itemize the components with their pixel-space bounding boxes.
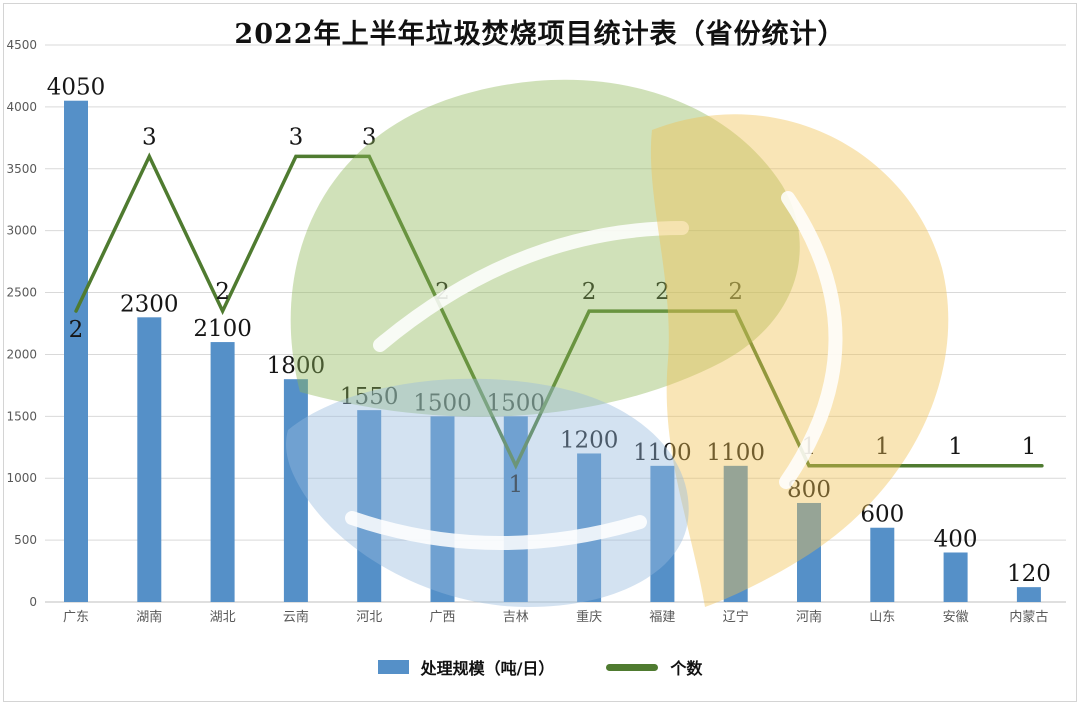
bar-value-山东: 600 xyxy=(860,502,904,528)
x-label-广东: 广东 xyxy=(63,610,89,625)
x-label-辽宁: 辽宁 xyxy=(723,609,749,625)
bar-山东 xyxy=(870,527,895,602)
legend: 处理规模（吨/日） 个数 xyxy=(0,655,1080,679)
bar-value-辽宁: 1100 xyxy=(706,440,765,466)
x-label-湖北: 湖北 xyxy=(210,610,236,625)
line-value-山东: 1 xyxy=(875,434,890,460)
bar-value-福建: 1100 xyxy=(633,440,692,466)
legend-item-bar-series: 处理规模（吨/日） xyxy=(377,655,555,679)
bar-value-广西: 1500 xyxy=(413,390,472,416)
line-series-label: 个数 xyxy=(670,659,703,678)
x-label-吉林: 吉林 xyxy=(503,610,529,625)
bar-广西 xyxy=(430,416,455,602)
line-value-广西: 2 xyxy=(435,279,450,305)
y-tick-4000: 4000 xyxy=(6,100,37,114)
bar-series-swatch xyxy=(377,660,409,674)
bar-value-河南: 800 xyxy=(787,477,831,503)
y-tick-4500: 4500 xyxy=(6,38,37,52)
bar-value-吉林: 1500 xyxy=(487,390,546,416)
line-value-河北: 3 xyxy=(362,124,377,150)
line-value-湖南: 3 xyxy=(142,124,157,150)
x-label-云南: 云南 xyxy=(283,609,309,625)
bar-河南 xyxy=(797,502,821,602)
bar-安徽 xyxy=(943,552,968,602)
line-value-内蒙古: 1 xyxy=(1022,434,1037,460)
x-label-河南: 河南 xyxy=(796,609,822,625)
bar-value-湖南: 2300 xyxy=(120,291,179,317)
chart-title: 2022年上半年垃圾焚烧项目统计表（省份统计） xyxy=(234,19,846,50)
bar-value-重庆: 1200 xyxy=(560,427,619,453)
bar-value-内蒙古: 120 xyxy=(1007,561,1051,587)
line-value-辽宁: 2 xyxy=(728,279,743,305)
y-tick-3500: 3500 xyxy=(6,162,37,176)
line-value-吉林: 1 xyxy=(508,472,523,498)
x-label-广西: 广西 xyxy=(429,610,455,625)
bar-内蒙古 xyxy=(1016,587,1041,602)
y-tick-2000: 2000 xyxy=(6,347,37,361)
bar-湖南 xyxy=(137,317,162,602)
line-value-福建: 2 xyxy=(655,279,670,305)
bar-value-安徽: 400 xyxy=(934,526,978,552)
line-value-广东: 2 xyxy=(69,317,84,343)
bar-广东 xyxy=(64,100,88,602)
line-value-重庆: 2 xyxy=(582,279,597,305)
y-tick-0: 0 xyxy=(29,595,37,609)
x-label-安徽: 安徽 xyxy=(943,610,969,625)
bar-云南 xyxy=(283,379,308,602)
y-tick-3000: 3000 xyxy=(6,224,37,238)
line-value-安徽: 1 xyxy=(948,434,963,460)
line-value-湖北: 2 xyxy=(215,279,230,305)
line-series-swatch xyxy=(606,663,659,671)
y-tick-1500: 1500 xyxy=(6,409,37,423)
x-label-内蒙古: 内蒙古 xyxy=(1009,609,1048,625)
line-value-云南: 3 xyxy=(289,124,304,150)
x-label-河北: 河北 xyxy=(356,610,382,625)
bar-value-湖北: 2100 xyxy=(193,316,252,342)
y-tick-1000: 1000 xyxy=(6,471,37,485)
bar-value-广东: 4050 xyxy=(47,75,106,101)
x-label-重庆: 重庆 xyxy=(576,609,602,625)
bar-value-云南: 1800 xyxy=(267,353,326,379)
bar-辽宁 xyxy=(723,465,748,602)
line-value-河南: 1 xyxy=(802,434,817,460)
legend-item-line-series: 个数 xyxy=(606,655,702,679)
x-label-福建: 福建 xyxy=(649,610,675,625)
bar-重庆 xyxy=(577,453,602,602)
y-tick-2500: 2500 xyxy=(6,286,37,300)
bar-series-label: 处理规模（吨/日） xyxy=(420,659,555,678)
bar-河北 xyxy=(357,410,382,602)
y-tick-500: 500 xyxy=(14,533,37,547)
bar-福建 xyxy=(650,465,675,602)
bar-湖北 xyxy=(210,342,235,602)
x-label-湖南: 湖南 xyxy=(136,609,162,625)
bar-value-河北: 1550 xyxy=(340,384,399,410)
x-label-山东: 山东 xyxy=(869,610,895,625)
